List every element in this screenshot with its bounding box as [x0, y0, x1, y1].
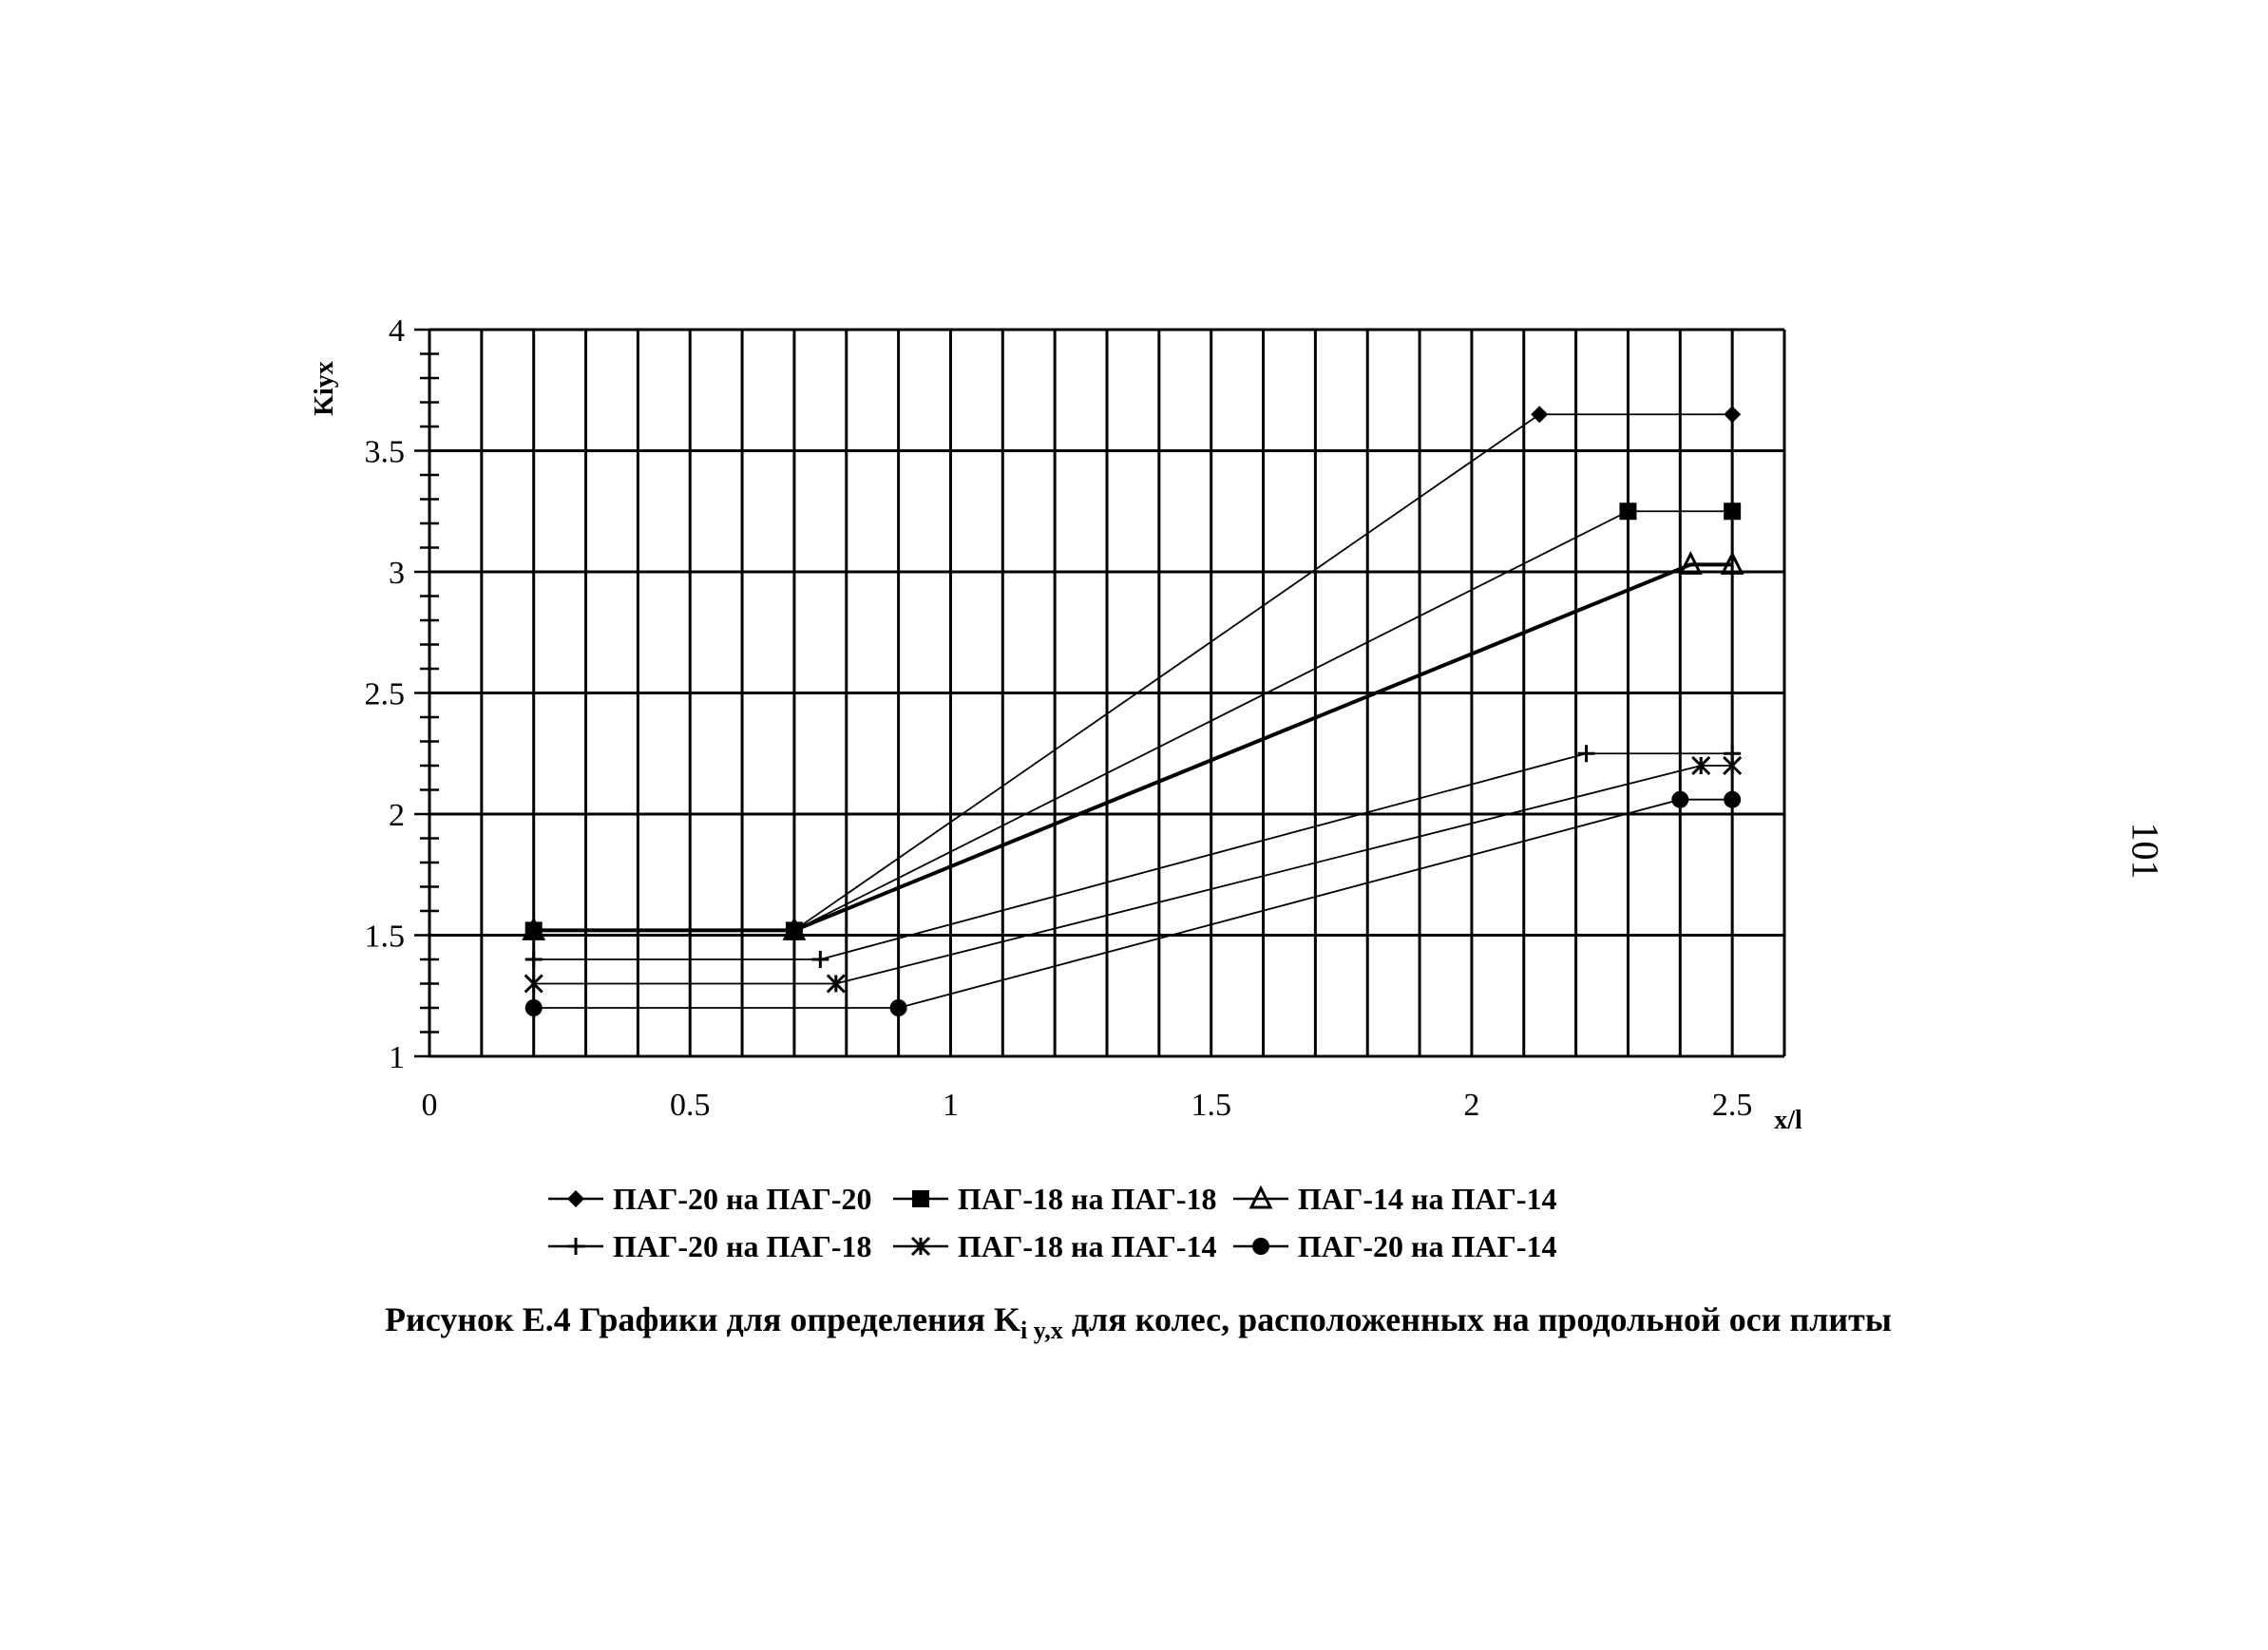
x-tick-label: 0 — [422, 1088, 438, 1123]
legend-label: ПАГ-20 на ПАГ-20 — [613, 1182, 871, 1216]
series-5 — [524, 755, 1743, 994]
caption-subscript: i y,x — [1020, 1317, 1063, 1345]
legend-marker — [567, 1190, 584, 1207]
legend-item: ПАГ-14 на ПАГ-14 — [1233, 1182, 1556, 1216]
x-tick-label: 2.5 — [1712, 1088, 1753, 1123]
data-point — [524, 951, 543, 968]
x-tick-label: 1.5 — [1191, 1088, 1231, 1123]
data-point — [1724, 503, 1742, 521]
chart-axes — [414, 328, 1784, 1058]
page-number: 101 — [2124, 822, 2167, 880]
data-point — [889, 999, 907, 1016]
chart-labels: 0 0.5 1 1.5 2 2.5 1 1.5 2 2.5 3 3.5 4 x/l Kiyx — [310, 313, 1802, 1135]
y-tick-label: 3.5 — [365, 435, 406, 470]
legend-label: ПАГ-18 на ПАГ-18 — [958, 1182, 1216, 1216]
legend-item: ПАГ-20 на ПАГ-20 — [548, 1182, 871, 1216]
legend-label: ПАГ-20 на ПАГ-14 — [1298, 1229, 1556, 1263]
data-point — [1531, 406, 1549, 424]
caption-suffix: для колес, расположенных на продольной о… — [1062, 1300, 1892, 1338]
data-point — [1678, 550, 1703, 575]
data-point — [1724, 790, 1742, 808]
y-tick-label: 1.5 — [365, 920, 406, 955]
series-4 — [524, 745, 1742, 968]
series-1 — [524, 406, 1742, 939]
chart-grid — [429, 328, 1786, 1056]
series-2 — [524, 503, 1742, 939]
data-point — [1691, 755, 1711, 776]
legend-marker — [1248, 1185, 1273, 1209]
legend-label: ПАГ-14 на ПАГ-14 — [1298, 1182, 1556, 1216]
data-point — [1619, 503, 1637, 521]
y-tick-label: 1 — [389, 1040, 405, 1075]
series-3 — [522, 550, 1744, 940]
caption-prefix: Рисунок Е.4 Графики для определения K — [385, 1300, 1021, 1338]
data-point — [524, 999, 543, 1016]
series-line — [533, 562, 1733, 933]
data-point — [1724, 406, 1742, 424]
legend-item: ПАГ-20 на ПАГ-14 — [1233, 1229, 1556, 1263]
legend-item: ПАГ-20 на ПАГ-18 — [548, 1229, 871, 1263]
y-tick-label: 3 — [389, 556, 405, 591]
series-line — [533, 765, 1733, 985]
series-line — [533, 510, 1733, 932]
series-line — [533, 798, 1733, 1009]
y-tick-label: 2.5 — [365, 677, 406, 712]
legend-marker — [912, 1190, 929, 1207]
data-point — [782, 917, 807, 940]
data-point — [826, 974, 846, 994]
legend-item: ПАГ-18 на ПАГ-14 — [893, 1229, 1216, 1263]
figure-caption: Рисунок Е.4 Графики для определения Ki y… — [385, 1299, 1892, 1345]
legend-label: ПАГ-20 на ПАГ-18 — [613, 1229, 871, 1263]
data-point — [1723, 755, 1743, 776]
data-point — [1577, 745, 1595, 763]
x-axis-title: x/l — [1774, 1106, 1802, 1135]
legend-marker — [567, 1238, 584, 1255]
data-point — [1671, 790, 1689, 808]
x-tick-label: 0.5 — [670, 1088, 711, 1123]
y-tick-label: 4 — [389, 313, 405, 349]
series-6 — [524, 790, 1742, 1016]
chart-series — [522, 406, 1744, 1016]
y-axis-title: Kiyx — [310, 361, 339, 416]
data-point — [522, 917, 546, 940]
data-point — [524, 974, 543, 994]
series-line — [533, 413, 1733, 932]
chart-legend: ПАГ-20 на ПАГ-20 ПАГ-18 на ПАГ-18 ПАГ-14 н… — [548, 1182, 1556, 1263]
legend-label: ПАГ-18 на ПАГ-14 — [958, 1229, 1216, 1263]
y-tick-label: 2 — [389, 798, 405, 833]
x-tick-label: 2 — [1463, 1088, 1479, 1123]
legend-marker — [1252, 1238, 1269, 1255]
legend-item: ПАГ-18 на ПАГ-18 — [893, 1182, 1216, 1216]
series-line — [533, 752, 1733, 960]
data-point — [1720, 550, 1744, 575]
data-point — [811, 951, 829, 968]
legend-marker — [910, 1236, 931, 1257]
x-tick-label: 1 — [943, 1088, 959, 1123]
